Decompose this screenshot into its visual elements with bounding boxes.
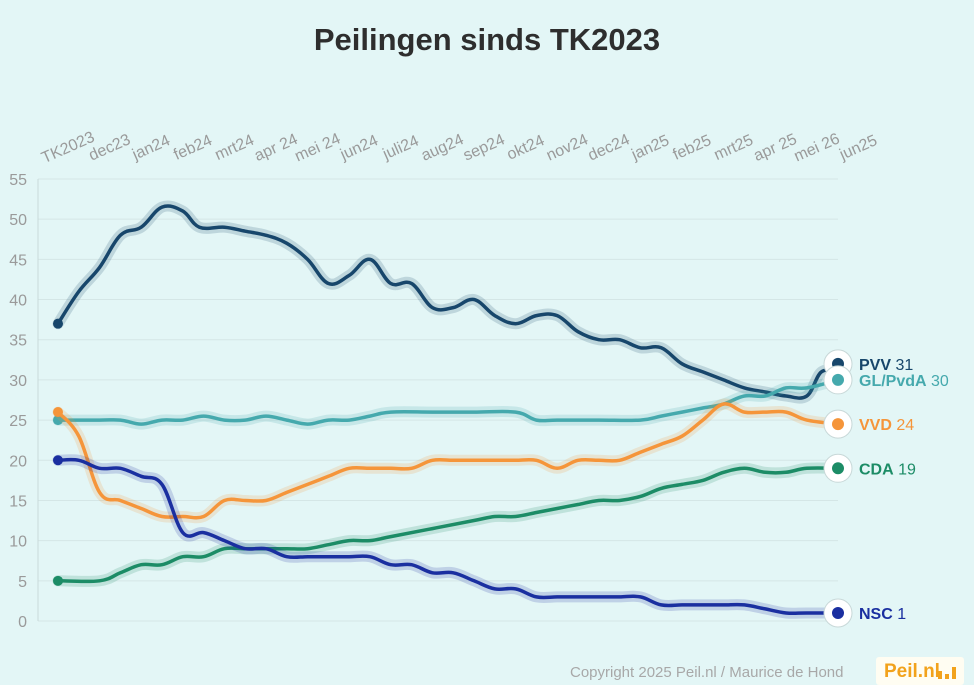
y-tick-label: 55 bbox=[9, 172, 27, 189]
series-lines bbox=[52, 200, 844, 619]
x-tick-label: juli24 bbox=[380, 132, 422, 163]
x-tick-label: mrt24 bbox=[212, 132, 256, 164]
x-tick-label: jan25 bbox=[628, 132, 672, 164]
series-end-marker-cda bbox=[832, 462, 844, 475]
series-line-pvv bbox=[56, 204, 840, 400]
series-line-cda bbox=[56, 466, 840, 584]
x-tick-label: nov24 bbox=[544, 131, 591, 164]
y-tick-label: 20 bbox=[9, 453, 27, 470]
series-start-point-nsc bbox=[53, 455, 63, 466]
series-end-label-pvv: PVV 31 bbox=[859, 357, 913, 374]
x-tick-label: mrt25 bbox=[712, 132, 756, 164]
x-tick-label: aug24 bbox=[419, 131, 467, 165]
x-tick-label: feb25 bbox=[670, 132, 714, 164]
y-tick-label: 35 bbox=[9, 333, 27, 350]
bar-chart-icon bbox=[938, 667, 956, 679]
series-halo-nsc bbox=[52, 454, 844, 619]
brand-logo: Peil.nl bbox=[876, 657, 964, 685]
copyright-notice: Copyright 2025 Peil.nl / Maurice de Hond bbox=[570, 664, 844, 681]
x-tick-label: dec24 bbox=[586, 131, 633, 164]
series-start-point-vvd bbox=[53, 407, 63, 418]
chart-title: Peilingen sinds TK2023 bbox=[313, 22, 661, 57]
y-tick-label: 45 bbox=[9, 252, 27, 269]
x-tick-label: okt24 bbox=[504, 132, 547, 163]
series-end-label-cda: CDA 19 bbox=[859, 461, 916, 478]
gridlines bbox=[37, 178, 838, 622]
series-end-marker-nsc bbox=[832, 606, 844, 619]
x-tick-label: apr 25 bbox=[751, 131, 799, 165]
series-end-label-nsc: NSC 1 bbox=[859, 606, 906, 623]
y-tick-label: 40 bbox=[9, 293, 27, 310]
y-tick-label: 0 bbox=[18, 614, 27, 631]
brand-name: Peil.nl bbox=[884, 661, 940, 682]
series-end-marker-glpvda bbox=[832, 373, 844, 386]
x-tick-label: jan24 bbox=[129, 132, 173, 164]
x-tick-label: feb24 bbox=[171, 132, 215, 164]
x-tick-label: apr 24 bbox=[252, 131, 300, 165]
series-halo-pvv bbox=[52, 200, 844, 404]
series-end-label-glpvda: GL/PvdA 30 bbox=[859, 373, 949, 390]
y-tick-label: 50 bbox=[9, 212, 27, 229]
y-tick-label: 15 bbox=[9, 493, 27, 510]
x-tick-label: jun24 bbox=[337, 132, 381, 164]
series-start-point-glpvda bbox=[53, 415, 63, 426]
y-tick-label: 25 bbox=[9, 413, 27, 430]
y-tick-label: 5 bbox=[18, 574, 27, 591]
x-tick-label: mei 24 bbox=[292, 130, 343, 165]
y-tick-label: 10 bbox=[9, 534, 27, 551]
series-line-vvd bbox=[56, 402, 840, 520]
series-start-point-pvv bbox=[53, 318, 63, 329]
x-tick-label: jun25 bbox=[836, 132, 880, 164]
series-end-marker-vvd bbox=[832, 418, 844, 431]
y-tick-label: 30 bbox=[9, 373, 27, 390]
x-tick-label: sep24 bbox=[461, 131, 508, 164]
y-axis-ticks: 0 5 10 15 20 25 30 35 40 45 50 55 bbox=[9, 172, 27, 631]
x-tick-label: mei 26 bbox=[792, 130, 843, 165]
series-start-point-cda bbox=[53, 575, 63, 586]
series-line-nsc bbox=[56, 457, 840, 616]
series-end-label-vvd: VVD 24 bbox=[859, 417, 914, 434]
